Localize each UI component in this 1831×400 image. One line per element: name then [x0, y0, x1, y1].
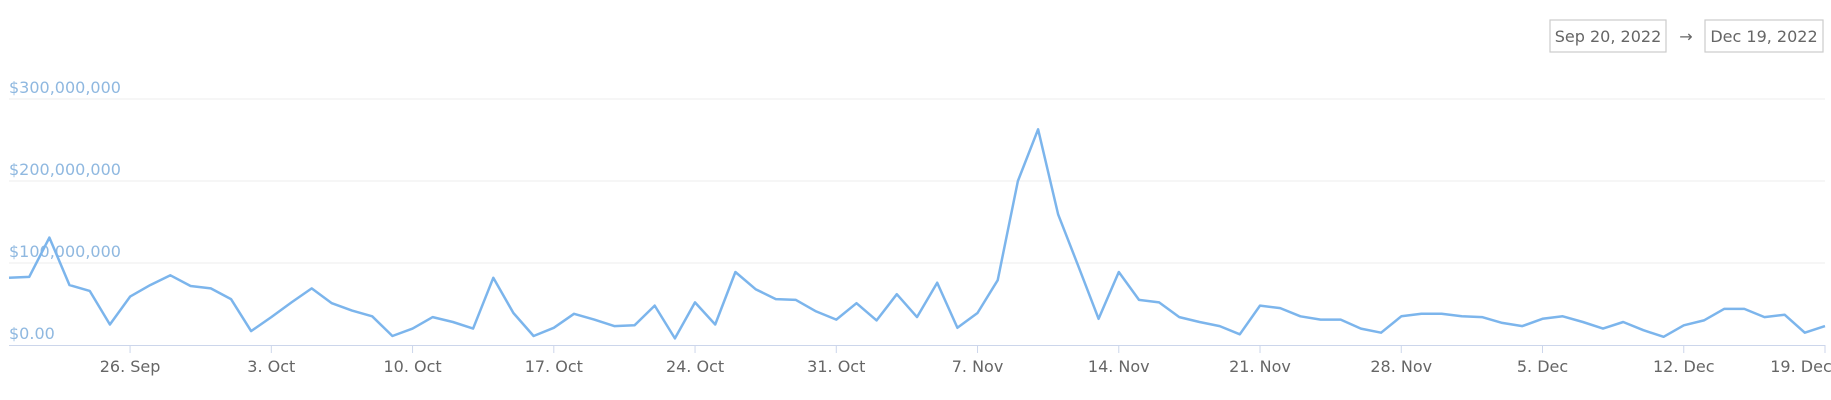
range-start[interactable]: Sep 20, 2022 [1555, 27, 1662, 46]
x-tick-label: 28. Nov [1370, 357, 1432, 376]
x-tick-label: 31. Oct [807, 357, 865, 376]
y-tick-label: $200,000,000 [9, 160, 121, 179]
x-tick-label: 3. Oct [247, 357, 295, 376]
y-tick-label: $0.00 [9, 324, 55, 343]
x-tick-label: 17. Oct [525, 357, 583, 376]
x-tick-label: 19. Dec [1770, 357, 1831, 376]
x-tick-label: 7. Nov [952, 357, 1004, 376]
x-tick-label: 21. Nov [1229, 357, 1291, 376]
y-tick-label: $300,000,000 [9, 78, 121, 97]
range-separator: → [1679, 27, 1692, 46]
x-tick-label: 12. Dec [1653, 357, 1715, 376]
x-tick-label: 24. Oct [666, 357, 724, 376]
x-tick-label: 10. Oct [383, 357, 441, 376]
range-start-input[interactable] [1549, 19, 1667, 53]
y-tick-label: $100,000,000 [9, 242, 121, 261]
range-end[interactable]: Dec 19, 2022 [1710, 27, 1817, 46]
x-tick-label: 5. Dec [1517, 357, 1568, 376]
x-tick-label: 26. Sep [100, 357, 161, 376]
series-line [8, 128, 1826, 340]
range-end-input[interactable] [1704, 19, 1824, 53]
x-tick-label: 14. Nov [1088, 357, 1150, 376]
